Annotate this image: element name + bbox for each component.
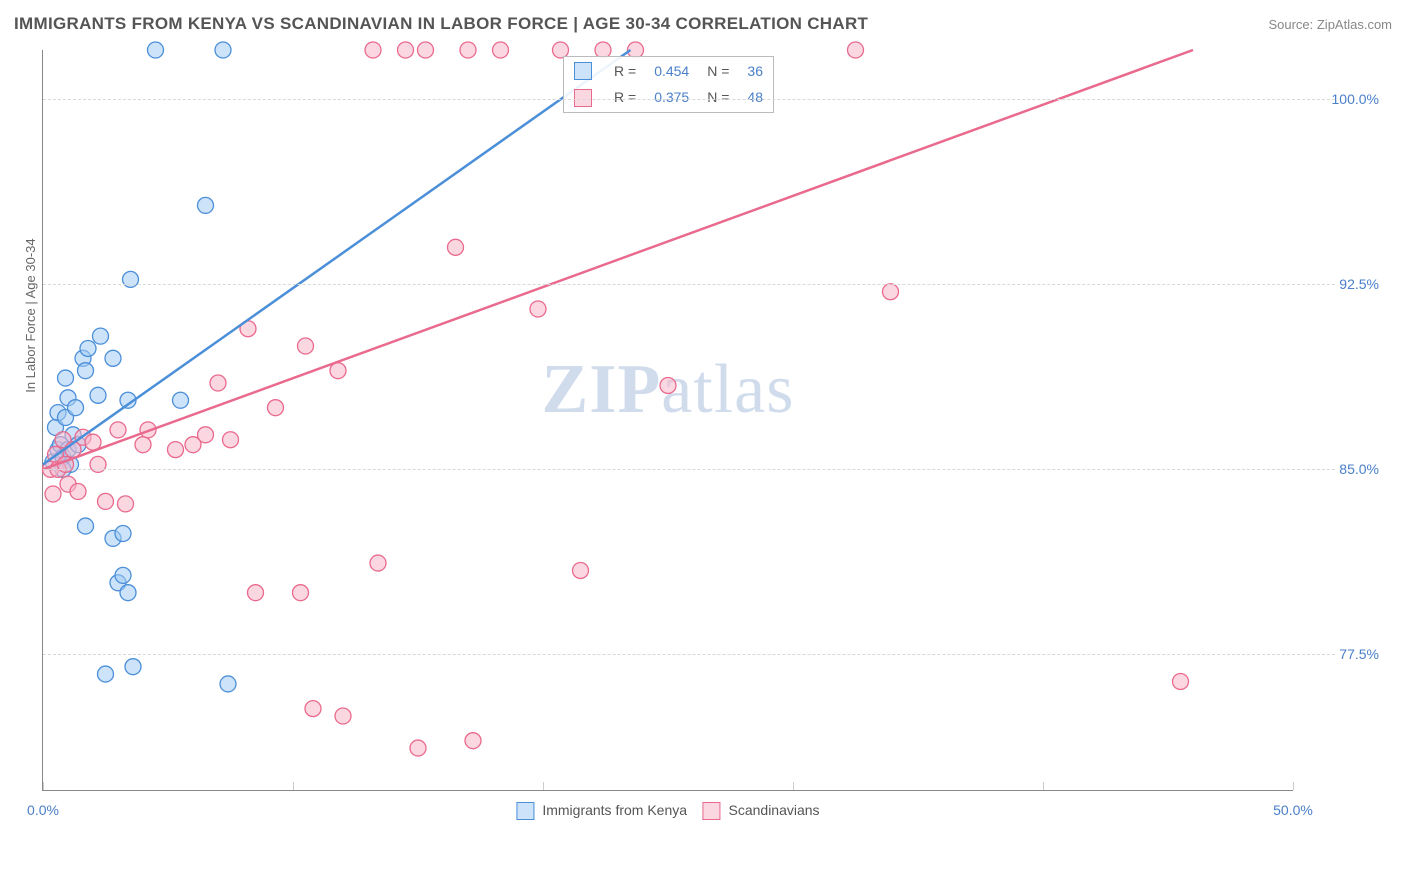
x-tick-label: 0.0% (27, 802, 59, 818)
y-axis-title: In Labor Force | Age 30-34 (23, 238, 38, 392)
y-tick-label: 85.0% (1339, 461, 1379, 477)
scatter-chart: In Labor Force | Age 30-34 ZIPatlas R =0… (42, 50, 1293, 791)
y-tick-label: 92.5% (1339, 276, 1379, 292)
correlation-legend: R =0.454N =36R =0.375N =48 (563, 56, 774, 113)
source-credit: Source: ZipAtlas.com (1268, 17, 1392, 32)
series-legend: Immigrants from Kenya Scandinavians (516, 802, 819, 820)
page-title: IMMIGRANTS FROM KENYA VS SCANDINAVIAN IN… (14, 14, 868, 34)
y-tick-label: 77.5% (1339, 646, 1379, 662)
y-tick-label: 100.0% (1332, 91, 1379, 107)
x-tick-label: 50.0% (1273, 802, 1313, 818)
